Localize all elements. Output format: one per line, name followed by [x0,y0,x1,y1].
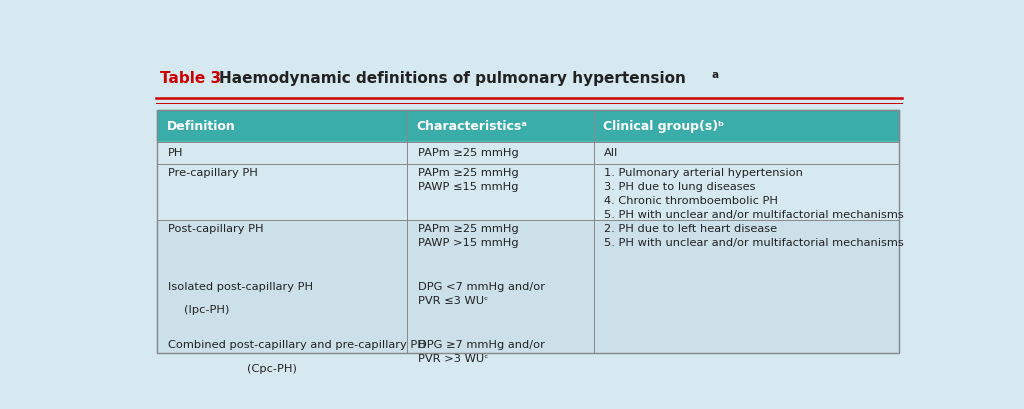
Text: DPG <7 mmHg and/or
PVR ≤3 WUᶜ: DPG <7 mmHg and/or PVR ≤3 WUᶜ [418,282,545,306]
Bar [158,220,899,353]
Text: Table 3: Table 3 [160,71,221,86]
Bar [158,110,899,142]
Text: Pre-capillary PH: Pre-capillary PH [168,168,258,178]
Text: Combined post-capillary and pre-capillary PH: Combined post-capillary and pre-capillar… [168,340,426,350]
Text: PAPm ≥25 mmHg
PAWP >15 mmHg: PAPm ≥25 mmHg PAWP >15 mmHg [418,224,518,247]
Text: Definition: Definition [167,119,236,133]
Text: (Cpc-PH): (Cpc-PH) [247,364,297,374]
Text: PAPm ≥25 mmHg: PAPm ≥25 mmHg [418,148,518,158]
Text: Isolated post-capillary PH: Isolated post-capillary PH [168,282,312,292]
Text: PAPm ≥25 mmHg
PAWP ≤15 mmHg: PAPm ≥25 mmHg PAWP ≤15 mmHg [418,168,518,192]
Text: 2. PH due to left heart disease
5. PH with unclear and/or multifactorial mechani: 2. PH due to left heart disease 5. PH wi… [604,224,904,247]
Text: Post-capillary PH: Post-capillary PH [168,224,263,234]
Text: DPG ≥7 mmHg and/or
PVR >3 WUᶜ: DPG ≥7 mmHg and/or PVR >3 WUᶜ [418,340,545,364]
Text: (Ipc-PH): (Ipc-PH) [183,306,229,315]
Text: Haemodynamic definitions of pulmonary hypertension: Haemodynamic definitions of pulmonary hy… [219,71,686,86]
Text: 1. Pulmonary arterial hypertension
3. PH due to lung diseases
4. Chronic thrombo: 1. Pulmonary arterial hypertension 3. PH… [604,168,904,220]
Bar [158,164,899,220]
Text: Clinical group(s)ᵇ: Clinical group(s)ᵇ [603,119,725,133]
Text: PH: PH [168,148,183,158]
Bar [158,110,899,353]
Bar [158,142,899,164]
Text: Characteristicsᵃ: Characteristicsᵃ [417,119,527,133]
Text: a: a [712,70,719,79]
Text: All: All [604,148,618,158]
